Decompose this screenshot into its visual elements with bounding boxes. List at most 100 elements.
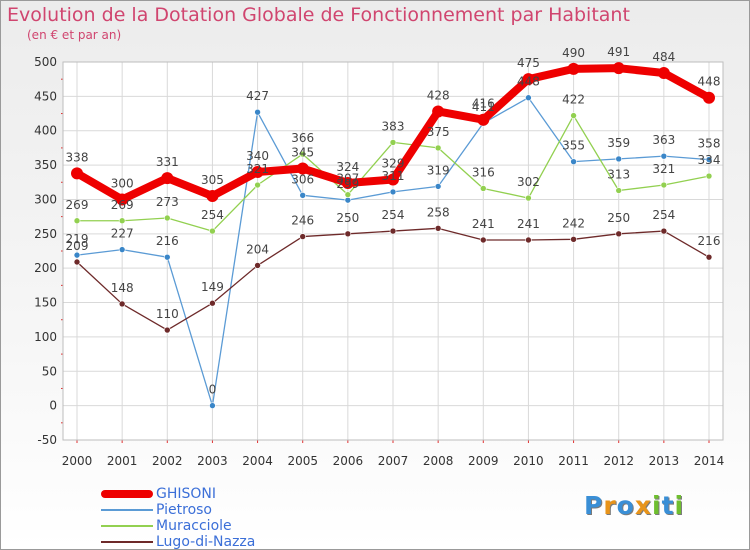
data-point [73, 251, 81, 259]
data-point [615, 187, 623, 194]
data-point [615, 155, 623, 163]
data-label: 491 [607, 45, 630, 59]
data-label: 302 [517, 175, 540, 189]
data-label: 0 [209, 383, 217, 397]
data-point [432, 105, 445, 118]
data-label: 216 [698, 234, 721, 248]
y-tick-label: 400 [34, 124, 57, 138]
data-label: 269 [111, 198, 134, 212]
y-tick-label: 200 [34, 261, 57, 275]
data-label: 355 [562, 139, 585, 153]
data-point [389, 227, 397, 235]
data-point [479, 236, 487, 244]
y-tick-label: 100 [34, 330, 57, 344]
legend-swatch [101, 509, 153, 511]
plot-border [62, 61, 724, 441]
data-point [525, 194, 532, 202]
data-label: 375 [427, 125, 450, 139]
data-point [389, 139, 397, 146]
data-label: 209 [66, 239, 89, 253]
data-point [118, 300, 126, 308]
logo-letter: o [616, 491, 635, 520]
x-tick-label: 2004 [242, 454, 273, 468]
data-label: 321 [652, 162, 675, 176]
data-point [705, 253, 713, 261]
data-point [118, 217, 126, 225]
data-label: 428 [427, 88, 450, 102]
data-label: 358 [698, 137, 721, 151]
x-tick-label: 2011 [558, 454, 589, 468]
y-tick-label: 150 [34, 296, 57, 310]
data-label: 149 [201, 280, 224, 294]
data-point [387, 173, 399, 186]
legend-item: Lugo-di-Nazza [101, 534, 361, 550]
data-label: 254 [382, 208, 405, 222]
data-point [209, 402, 216, 409]
data-label: 331 [156, 155, 179, 169]
data-point [254, 181, 261, 189]
data-point [254, 262, 261, 269]
data-point [299, 233, 307, 240]
x-tick-label: 2006 [333, 454, 364, 468]
data-point [522, 73, 535, 86]
data-label: 299 [336, 177, 359, 191]
data-point [161, 172, 174, 185]
data-label: 204 [246, 242, 269, 256]
x-tick-label: 2013 [649, 454, 680, 468]
data-point [434, 183, 442, 190]
data-label: 448 [698, 75, 721, 89]
data-label: 148 [111, 281, 134, 295]
logo-letter: r [603, 491, 617, 520]
data-label: 219 [66, 232, 89, 246]
data-label: 484 [652, 50, 675, 64]
data-point [163, 253, 171, 261]
x-tick-label: 2001 [107, 454, 138, 468]
data-point [660, 227, 668, 235]
x-tick-label: 2007 [378, 454, 409, 468]
data-label: 383 [382, 119, 405, 133]
data-label: 448 [517, 75, 540, 89]
data-label: 241 [517, 217, 540, 231]
data-label: 110 [156, 307, 179, 321]
data-point [344, 230, 352, 238]
data-point [296, 162, 309, 175]
data-label: 411 [472, 100, 495, 114]
x-tick-label: 2010 [513, 454, 544, 468]
data-point [118, 246, 126, 253]
chart-subtitle: (en € et par an) [27, 28, 122, 42]
logo-letter: P [584, 491, 604, 520]
data-label: 305 [201, 173, 224, 187]
x-tick-label: 2012 [603, 454, 634, 468]
data-label: 216 [156, 234, 179, 248]
x-tick-label: 2009 [468, 454, 499, 468]
legend-swatch [101, 541, 153, 543]
data-point [254, 108, 261, 116]
logo-letter: t [661, 491, 675, 520]
data-point [570, 236, 577, 243]
chart-title: Evolution de la Dotation Globale de Fonc… [7, 4, 630, 26]
data-point [299, 150, 307, 158]
data-label: 363 [652, 133, 675, 147]
logo-letter: x [634, 491, 652, 520]
data-point [570, 158, 577, 165]
y-tick-label: 300 [34, 192, 57, 206]
data-label: 475 [517, 56, 540, 70]
x-tick-label: 2005 [287, 454, 318, 468]
data-point [477, 113, 490, 126]
data-point [344, 196, 352, 204]
data-label: 250 [607, 211, 630, 225]
data-label: 345 [291, 146, 314, 160]
x-tick-label: 2000 [62, 454, 93, 468]
data-point [525, 236, 532, 244]
data-point [434, 144, 442, 152]
y-tick-label: 450 [34, 89, 57, 103]
data-label: 300 [111, 176, 134, 190]
data-point [615, 230, 623, 238]
data-label: 359 [607, 136, 630, 150]
data-label: 329 [382, 157, 405, 171]
y-tick-label: 0 [49, 399, 57, 413]
data-point [660, 152, 668, 160]
y-tick-label: 500 [34, 55, 57, 69]
y-tick-label: 50 [42, 364, 57, 378]
